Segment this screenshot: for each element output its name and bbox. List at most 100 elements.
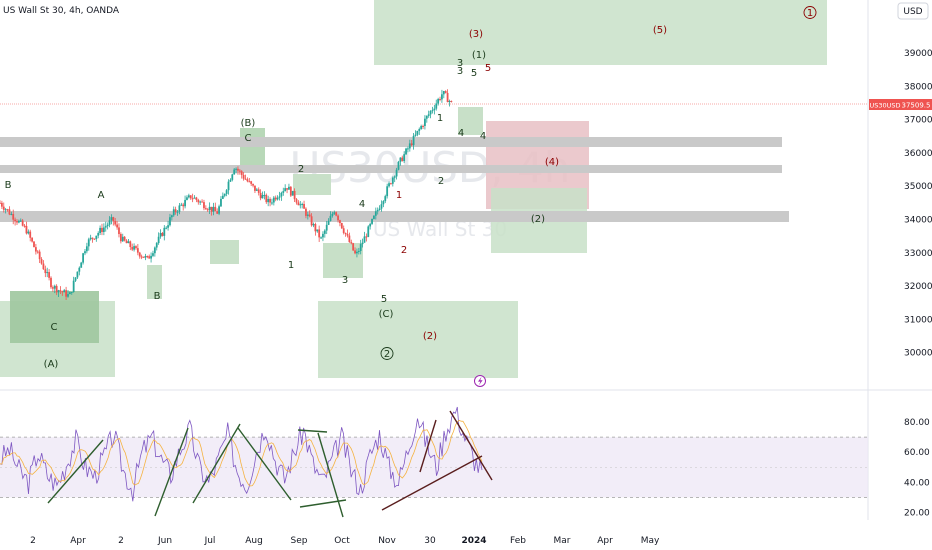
candle-body: [444, 91, 447, 93]
candle-body: [248, 181, 251, 183]
candle-body: [282, 191, 285, 193]
candle-body: [95, 235, 98, 240]
candle-body: [197, 199, 200, 203]
candle-body: [391, 177, 394, 184]
candle-body: [235, 168, 237, 170]
candle-body: [427, 114, 430, 116]
time-tick-label: Nov: [378, 536, 396, 546]
candle-body: [225, 190, 228, 194]
candle-body: [316, 229, 319, 232]
candle-body: [144, 256, 147, 258]
wave-label: 2: [298, 164, 304, 175]
wave-label: (1): [472, 50, 486, 61]
candle-body: [431, 110, 434, 112]
candle-body: [76, 271, 79, 278]
currency-button[interactable]: [897, 2, 929, 20]
candle-body: [265, 194, 268, 203]
candle-body: [129, 241, 132, 248]
candle-body: [142, 256, 145, 258]
candle-body: [14, 219, 17, 222]
candle-body: [314, 224, 317, 232]
candle-body: [310, 216, 313, 226]
candle-body: [169, 217, 171, 226]
candle-body: [55, 285, 58, 293]
candle-body: [297, 202, 300, 206]
wave-label: 3: [342, 275, 348, 286]
candle-body: [167, 225, 169, 228]
candle-body: [348, 235, 351, 243]
candle-body: [365, 236, 368, 238]
price-tick-label: 37000.0: [904, 116, 932, 126]
candle-body: [212, 206, 215, 212]
candle-body: [244, 178, 247, 180]
wave-label: 3: [457, 58, 463, 69]
rsi-trendline: [317, 432, 344, 518]
candle-body: [291, 190, 294, 196]
candle-body: [448, 100, 451, 103]
candle-body: [329, 215, 332, 221]
candle-body: [148, 256, 151, 259]
candle-body: [46, 272, 49, 274]
rsi-trendline: [419, 419, 437, 473]
candle-body: [89, 237, 92, 240]
candle-body: [214, 206, 217, 212]
candle-body: [33, 241, 35, 248]
candle-body: [180, 204, 183, 206]
candle-body: [63, 290, 66, 293]
zone-wave-c-target: [318, 301, 518, 378]
price-badge-symbol-text: US30USD: [869, 102, 900, 110]
rsi-axis[interactable]: 20.00 40.00 60.00 80.00: [904, 418, 930, 518]
candle-body: [229, 179, 232, 182]
candle-body: [435, 103, 438, 109]
candle-body: [242, 174, 245, 179]
candle-body: [293, 190, 296, 200]
chart-title: US Wall St 30, 4h, OANDA: [3, 6, 120, 16]
zone-wave-3: [323, 243, 363, 278]
candle-body: [165, 227, 168, 229]
candle-body: [27, 231, 30, 234]
candle-body: [0, 202, 1, 204]
candle-body: [78, 267, 81, 272]
candle-body: [357, 250, 360, 252]
wave-label: 4: [359, 199, 365, 210]
candle-body: [208, 206, 211, 210]
price-axis[interactable]: 30000.0 31000.0 32000.0 33000.0 34000.0 35000…: [904, 49, 932, 359]
candle-body: [29, 231, 32, 238]
candle-body: [274, 197, 277, 200]
wave-label: (2): [423, 331, 437, 342]
wave-label: 4: [458, 128, 464, 139]
candle-body: [227, 181, 230, 191]
wave-label: 2: [384, 349, 390, 360]
candle-body: [159, 232, 162, 237]
band-resistance-2: [0, 165, 782, 173]
candle-body: [174, 209, 177, 213]
candle-body: [19, 220, 22, 222]
time-tick-label: May: [641, 536, 660, 546]
candle-body: [42, 263, 45, 270]
time-tick-label: 30: [424, 536, 436, 546]
candle-body: [17, 220, 20, 223]
candle-body: [390, 183, 392, 185]
candle-body: [361, 242, 364, 245]
wave-label: (B): [241, 118, 256, 129]
rsi-ma-line: [0, 419, 483, 487]
candle-body: [8, 209, 11, 215]
time-axis[interactable]: 2 Apr 2 Jun Jul Aug Sep Oct Nov 30 2024 Feb Mar Apr Ma…: [30, 536, 660, 546]
candle-body: [414, 134, 417, 136]
candle-body: [67, 294, 69, 297]
candle-body: [380, 204, 383, 209]
candle-body: [276, 197, 279, 200]
candle-body: [450, 100, 453, 102]
candle-body: [289, 186, 292, 196]
candle-body: [218, 206, 220, 214]
candle-body: [204, 208, 207, 210]
candle-body: [146, 256, 149, 258]
candle-body: [44, 269, 47, 274]
candle-body: [191, 198, 194, 200]
candle-body: [155, 243, 158, 248]
candle-body: [352, 243, 355, 251]
candle-body: [303, 204, 305, 209]
candle-body: [267, 198, 270, 203]
